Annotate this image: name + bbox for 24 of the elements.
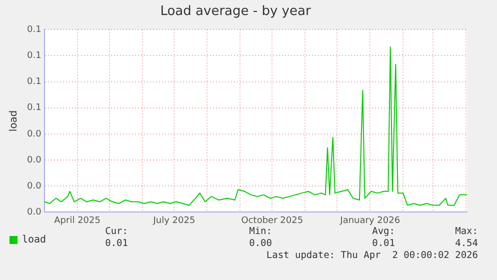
legend-label: load (22, 234, 46, 246)
y-tick-label: 0.1 (26, 51, 42, 62)
y-axis-title: load (8, 110, 20, 132)
y-tick-label: 0.1 (26, 103, 42, 114)
text: 4.54 (455, 238, 478, 249)
y-tick-label: 0.0 (26, 155, 42, 166)
y-tick-label: 0.0 (26, 129, 42, 140)
text: Avg: (372, 226, 395, 237)
y-tick-label: 0.1 (26, 24, 42, 35)
x-tick-label: January 2026 (339, 216, 400, 226)
text: Cur: (105, 226, 128, 237)
text: Max: (455, 226, 478, 237)
text: Min: (249, 226, 272, 237)
text: 0.01 (372, 238, 395, 249)
x-tick-label: July 2025 (152, 216, 196, 226)
y-tick-label: 0.0 (26, 208, 42, 218)
x-tick-label: April 2025 (54, 216, 100, 226)
y-tick-label: 0.1 (26, 77, 42, 88)
x-tick-label: October 2025 (241, 216, 304, 226)
text: Last update: Thu Apr 2 00:00:02 2026 (266, 250, 478, 261)
chart-title: Load average - by year (160, 4, 312, 20)
y-tick-label: 0.0 (26, 181, 42, 192)
text: 0.00 (249, 238, 272, 249)
text: 0.01 (105, 238, 128, 249)
